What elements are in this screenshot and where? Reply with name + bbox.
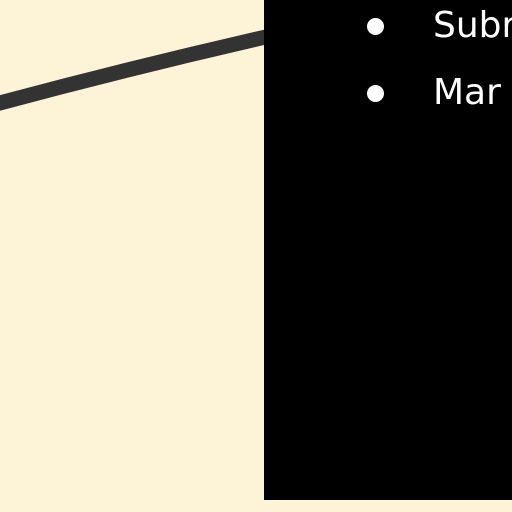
bullet-item-label: Subr (433, 5, 512, 46)
bullet-dot-icon (367, 85, 384, 102)
bullet-item-subr[interactable]: Subr (264, 6, 512, 46)
bullet-item-mar[interactable]: Mar (264, 73, 512, 113)
connector-line-path (0, 28, 272, 111)
bullet-item-label: Mar (433, 72, 501, 113)
bullet-dot-icon (367, 18, 384, 35)
dark-content-panel: Subr Mar (264, 0, 512, 500)
